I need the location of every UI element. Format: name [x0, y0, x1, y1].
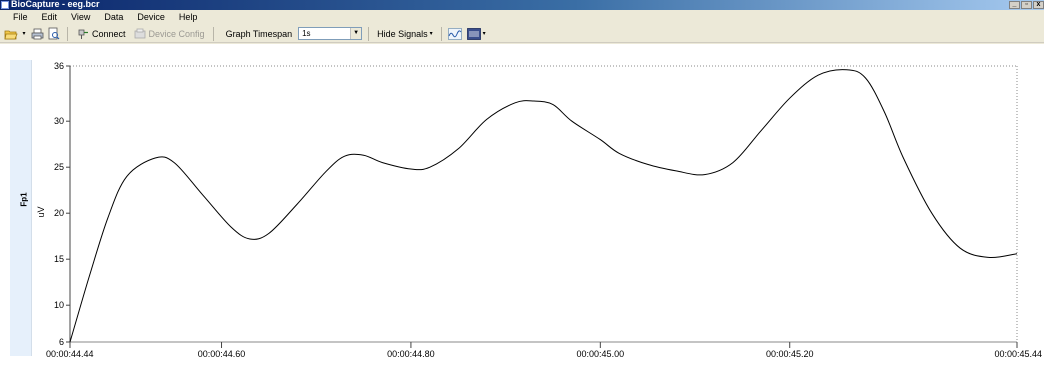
waveform-icon[interactable] — [447, 27, 462, 41]
toolbar-separator — [212, 26, 214, 41]
menu-help[interactable]: Help — [178, 12, 198, 22]
app-icon — [1, 1, 9, 9]
graph-timespan-value: 1s — [302, 29, 311, 38]
title-bar: BioCapture - eeg.bcr _ ▫ x — [0, 0, 1044, 10]
menu-data[interactable]: Data — [104, 12, 124, 22]
close-button[interactable]: x — [1033, 1, 1044, 9]
hide-signals-button[interactable]: Hide Signals ▾ — [375, 29, 435, 39]
graph-timespan-select[interactable]: 1s ▼ — [298, 27, 363, 40]
restore-button[interactable]: ▫ — [1021, 1, 1032, 9]
open-folder-icon[interactable] — [4, 27, 18, 41]
toolbar: ▾ Connect Device Config Graph Timespan 1… — [0, 25, 1044, 43]
window-controls: _ ▫ x — [1009, 1, 1044, 9]
menu-view[interactable]: View — [71, 12, 91, 22]
minimize-button[interactable]: _ — [1009, 1, 1020, 9]
print-icon[interactable] — [30, 27, 44, 41]
toolbar-separator — [67, 26, 68, 41]
chevron-down-icon: ▾ — [482, 31, 486, 37]
connect-button[interactable]: Connect — [74, 27, 128, 41]
toolbar-separator — [440, 26, 442, 41]
toolbar-separator — [368, 26, 370, 41]
open-dropdown-icon[interactable]: ▾ — [22, 31, 26, 37]
layout-dropdown-button[interactable]: ▾ — [465, 27, 488, 41]
channel-label: Fp1 — [19, 192, 29, 207]
channel-strip: Fp1 — [10, 60, 32, 356]
menu-edit[interactable]: Edit — [41, 12, 58, 22]
window-title: BioCapture - eeg.bcr — [11, 0, 100, 9]
device-config-icon — [133, 27, 147, 41]
menu-device[interactable]: Device — [137, 12, 165, 22]
device-config-button[interactable]: Device Config — [131, 27, 207, 41]
chevron-down-icon[interactable]: ▼ — [350, 28, 362, 39]
chart-area — [0, 44, 1044, 392]
device-config-label: Device Config — [148, 28, 205, 39]
print-preview-icon[interactable] — [47, 27, 61, 41]
graph-timespan-label: Graph Timespan — [225, 28, 293, 39]
plug-icon — [76, 27, 90, 41]
chevron-down-icon: ▾ — [429, 31, 433, 37]
hide-signals-label: Hide Signals — [377, 28, 428, 39]
connect-label: Connect — [92, 28, 126, 39]
menu-file[interactable]: File — [13, 12, 28, 22]
menu-bar: File Edit View Data Device Help — [0, 10, 1044, 25]
grid-layout-icon — [466, 27, 481, 41]
